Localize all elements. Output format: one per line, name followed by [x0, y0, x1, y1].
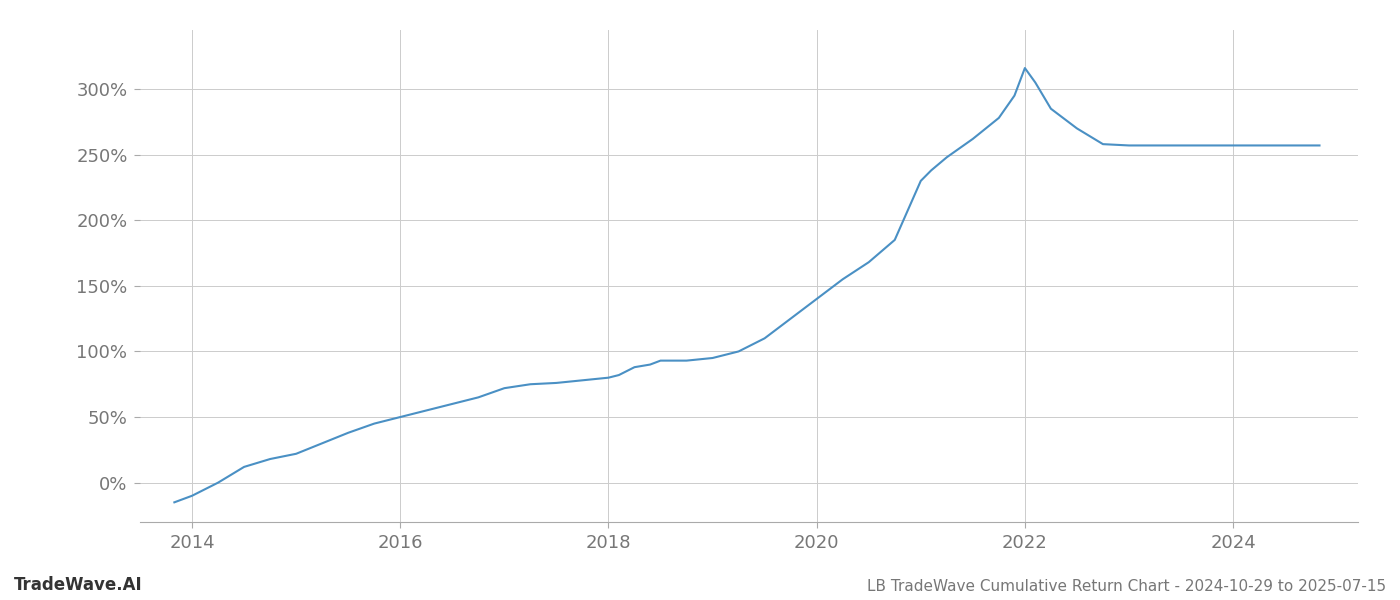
Text: TradeWave.AI: TradeWave.AI	[14, 576, 143, 594]
Text: LB TradeWave Cumulative Return Chart - 2024-10-29 to 2025-07-15: LB TradeWave Cumulative Return Chart - 2…	[867, 579, 1386, 594]
